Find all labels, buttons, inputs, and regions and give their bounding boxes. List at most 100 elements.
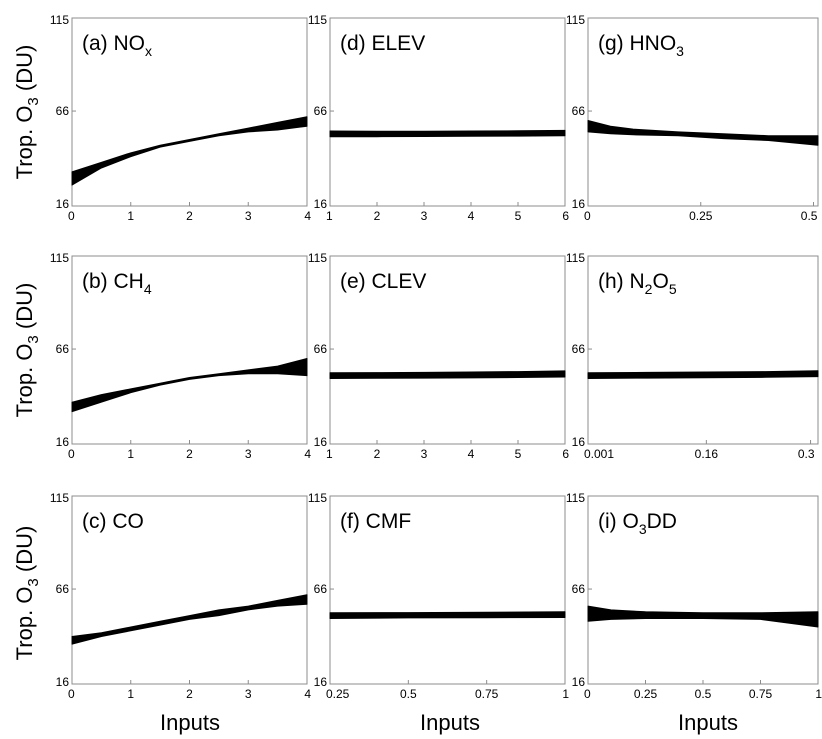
panel-label-a: (a) NOx — [82, 32, 152, 59]
x-tick-label: 2 — [374, 209, 381, 223]
panel-a: 16 66 115 0 1 2 3 4 (a) NOx — [50, 13, 311, 223]
y-tick-label: 115 — [308, 491, 327, 505]
x-tick-label: 4 — [304, 447, 311, 461]
y-tick-label: 16 — [56, 435, 70, 449]
x-tick-label: 4 — [304, 687, 311, 701]
x-tick-label: 2 — [186, 687, 193, 701]
panel-g: 16 66 115 0 0.25 0.5 (g) HNO3 — [566, 13, 819, 223]
y-tick-label: 16 — [572, 197, 586, 211]
x-tick-label: 0 — [584, 687, 591, 701]
panel-h: 16 66 115 0.001 0.16 0.3 (h) N2O5 — [566, 251, 819, 461]
x-tick-label: 0.3 — [798, 447, 815, 461]
x-tick-label: 0.75 — [749, 687, 773, 701]
y-tick-label: 66 — [314, 342, 328, 356]
data-band — [587, 370, 819, 379]
x-tick-label: 1 — [326, 209, 333, 223]
y-tick-label: 115 — [50, 251, 69, 265]
x-tick-label: 0.5 — [400, 687, 417, 701]
y-tick-label: 16 — [572, 435, 586, 449]
x-tick-label: 3 — [245, 687, 252, 701]
panel-frame — [329, 255, 566, 445]
svg-text:Trop. O3 (DU): Trop. O3 (DU) — [12, 526, 42, 661]
y-tick-label: 16 — [56, 675, 70, 689]
x-tick-label: 0 — [68, 687, 75, 701]
y-axis-label-row-1: Trop. O3 (DU) — [12, 45, 42, 180]
panel-f: 16 66 115 0.25 0.5 0.75 1 (f) CMF — [308, 491, 569, 701]
y-tick-label: 16 — [314, 435, 328, 449]
y-tick-label: 66 — [56, 104, 70, 118]
data-band — [71, 116, 308, 186]
panel-frame — [329, 17, 566, 207]
svg-text:Trop. O3 (DU): Trop. O3 (DU) — [12, 283, 42, 418]
y-axis-label-row-2: Trop. O3 (DU) — [12, 283, 42, 418]
x-tick-label: 1 — [127, 209, 134, 223]
x-tick-label: 0.5 — [695, 687, 712, 701]
y-tick-label: 115 — [566, 251, 585, 265]
x-tick-label: 0 — [68, 447, 75, 461]
x-tick-label: 2 — [374, 447, 381, 461]
y-tick-label: 16 — [314, 675, 328, 689]
x-axis-label-col-3: Inputs — [678, 710, 738, 735]
x-tick-label: 3 — [421, 447, 428, 461]
panel-label-b: (b) CH4 — [82, 270, 152, 297]
panel-c: 16 66 115 0 1 2 3 4 (c) CO — [50, 491, 311, 701]
x-tick-label: 1 — [562, 687, 569, 701]
y-tick-label: 66 — [572, 342, 586, 356]
panel-d: 16 66 115 1 2 3 4 5 6 (d) ELEV — [308, 13, 569, 223]
x-tick-label: 3 — [245, 209, 252, 223]
data-band — [71, 594, 308, 645]
y-tick-label: 66 — [56, 342, 70, 356]
x-tick-label: 4 — [468, 209, 475, 223]
data-band — [587, 605, 819, 628]
panel-b: 16 66 115 0 1 2 3 4 (b) CH4 — [50, 251, 311, 461]
svg-text:Trop. O3 (DU): Trop. O3 (DU) — [12, 45, 42, 180]
y-tick-label: 16 — [56, 197, 70, 211]
x-tick-label: 0.5 — [801, 209, 818, 223]
x-tick-label: 6 — [562, 209, 569, 223]
data-band — [329, 611, 566, 619]
x-tick-label: 0.16 — [695, 447, 719, 461]
x-tick-label: 0 — [584, 209, 591, 223]
x-tick-label: 0.25 — [689, 209, 713, 223]
y-tick-label: 16 — [314, 197, 328, 211]
y-tick-label: 66 — [314, 582, 328, 596]
y-tick-label: 115 — [566, 13, 585, 27]
panel-label-h: (h) N2O5 — [598, 270, 677, 297]
y-tick-label: 66 — [572, 582, 586, 596]
y-tick-label: 66 — [56, 582, 70, 596]
x-tick-label: 0 — [68, 209, 75, 223]
x-tick-label: 1 — [815, 687, 822, 701]
x-tick-label: 6 — [562, 447, 569, 461]
x-tick-label: 2 — [186, 209, 193, 223]
y-axis-label-row-3: Trop. O3 (DU) — [12, 526, 42, 661]
x-axis-label-col-2: Inputs — [420, 710, 480, 735]
panel-frame — [329, 495, 566, 685]
x-axis-label-col-1: Inputs — [160, 710, 220, 735]
y-tick-label: 115 — [308, 251, 327, 265]
panel-label-d: (d) ELEV — [340, 32, 425, 55]
panel-frame — [587, 255, 819, 445]
x-tick-label: 1 — [127, 687, 134, 701]
data-band — [329, 370, 566, 379]
x-tick-label: 1 — [127, 447, 134, 461]
data-band — [587, 120, 819, 146]
panel-label-f: (f) CMF — [340, 510, 411, 533]
panel-e: 16 66 115 1 2 3 4 5 6 (e) CLEV — [308, 251, 569, 461]
panel-label-g: (g) HNO3 — [598, 32, 684, 59]
x-tick-label: 4 — [304, 209, 311, 223]
y-tick-label: 16 — [572, 675, 586, 689]
y-tick-label: 115 — [50, 13, 69, 27]
y-tick-label: 66 — [314, 104, 328, 118]
y-tick-label: 115 — [50, 491, 69, 505]
x-tick-label: 0.25 — [326, 687, 350, 701]
panel-label-i: (i) O3DD — [598, 510, 677, 537]
y-tick-label: 115 — [566, 491, 585, 505]
x-tick-label: 5 — [515, 209, 522, 223]
x-tick-label: 1 — [326, 447, 333, 461]
panel-label-c: (c) CO — [82, 510, 144, 533]
x-tick-label: 0.25 — [634, 687, 658, 701]
x-tick-label: 3 — [421, 209, 428, 223]
panel-i: 16 66 115 0 0.25 0.5 0.75 1 (i) O3DD — [566, 491, 822, 701]
